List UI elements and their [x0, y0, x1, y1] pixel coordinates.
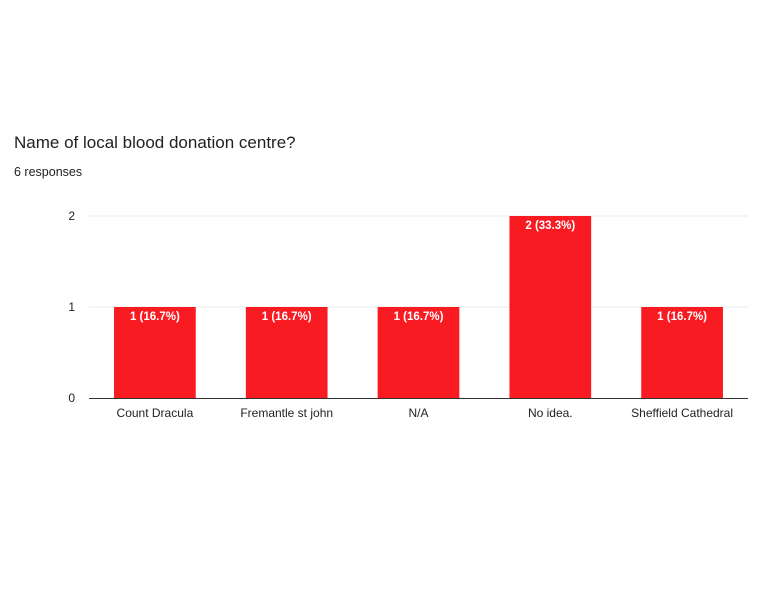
grid-lines	[89, 215, 748, 308]
data-label: 1 (16.7%)	[130, 311, 180, 323]
bar[interactable]	[245, 307, 328, 398]
data-label: 1 (16.7%)	[262, 311, 312, 323]
response-count: 6 responses	[14, 165, 83, 179]
y-tick-label: 1	[68, 300, 75, 314]
x-category-label: Count Dracula	[117, 406, 194, 420]
bar[interactable]	[509, 216, 592, 398]
y-axis-ticks: 0 1 2	[68, 209, 75, 405]
data-label: 1 (16.7%)	[394, 311, 444, 323]
bars	[114, 216, 723, 398]
x-category-label: Sheffield Cathedral	[631, 406, 733, 420]
bar[interactable]	[641, 307, 723, 398]
data-label: 2 (33.3%)	[525, 220, 575, 232]
y-tick-label: 0	[68, 391, 75, 405]
data-labels: 1 (16.7%) 1 (16.7%) 1 (16.7%) 2 (33.3%) 1 (1…	[130, 220, 707, 323]
x-category-label: No idea.	[528, 406, 573, 420]
bar[interactable]	[114, 307, 196, 398]
x-category-label: N/A	[408, 406, 428, 420]
question-title: Name of local blood donation centre?	[14, 133, 296, 152]
y-tick-label: 2	[68, 209, 75, 223]
x-category-label: Fremantle st john	[240, 406, 333, 420]
x-axis-categories: Count Dracula Fremantle st john N/A No idea…	[117, 406, 733, 420]
data-label: 1 (16.7%)	[657, 311, 707, 323]
bar[interactable]	[377, 307, 460, 398]
